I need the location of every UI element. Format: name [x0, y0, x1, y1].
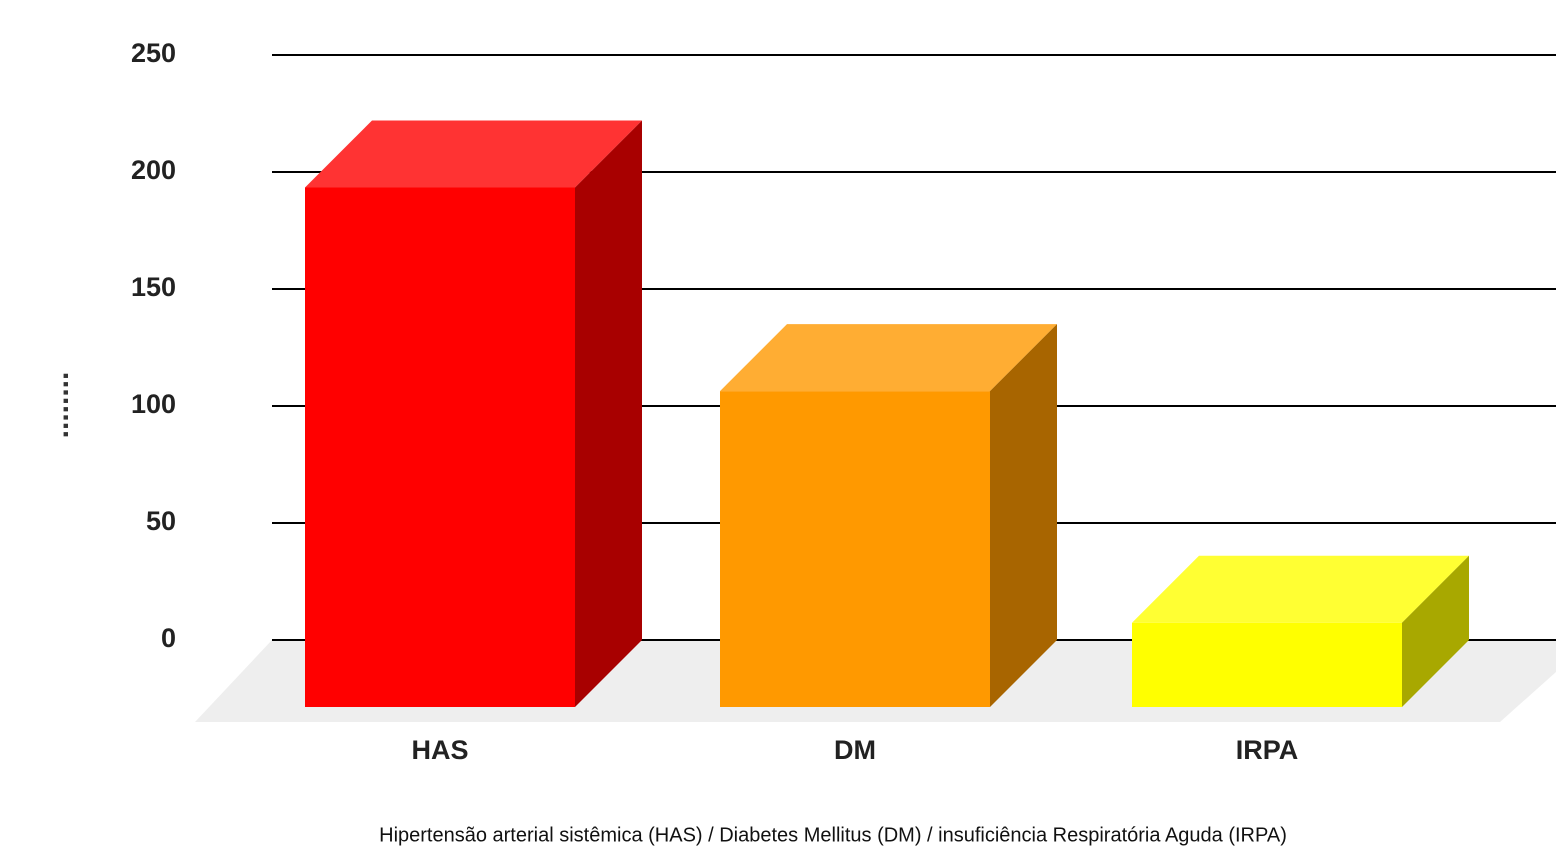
- bar: [720, 324, 1057, 707]
- bar-top: [305, 120, 642, 188]
- bar-side: [575, 120, 642, 707]
- bar-side: [1402, 555, 1469, 707]
- bar-front: [1132, 622, 1402, 707]
- y-axis-title: ........: [42, 372, 75, 439]
- y-tick-label: 150: [131, 272, 176, 302]
- y-tick-label: 0: [161, 623, 176, 653]
- y-tick-label: 200: [131, 155, 176, 185]
- bar-top: [1132, 555, 1469, 623]
- y-tick-label: 250: [131, 38, 176, 68]
- bar-top: [720, 324, 1057, 392]
- x-axis-title: Hipertensão arterial sistêmica (HAS) / D…: [379, 824, 1287, 846]
- x-tick-label: HAS: [411, 735, 468, 765]
- bar: [305, 120, 642, 707]
- bar-side: [990, 324, 1057, 707]
- x-tick-label: DM: [834, 735, 876, 765]
- y-tick-label: 100: [131, 389, 176, 419]
- bar-front: [720, 391, 990, 707]
- y-tick-label: 50: [146, 506, 176, 536]
- x-tick-label: IRPA: [1236, 735, 1299, 765]
- bar: [1132, 555, 1469, 707]
- bar-front: [305, 187, 575, 707]
